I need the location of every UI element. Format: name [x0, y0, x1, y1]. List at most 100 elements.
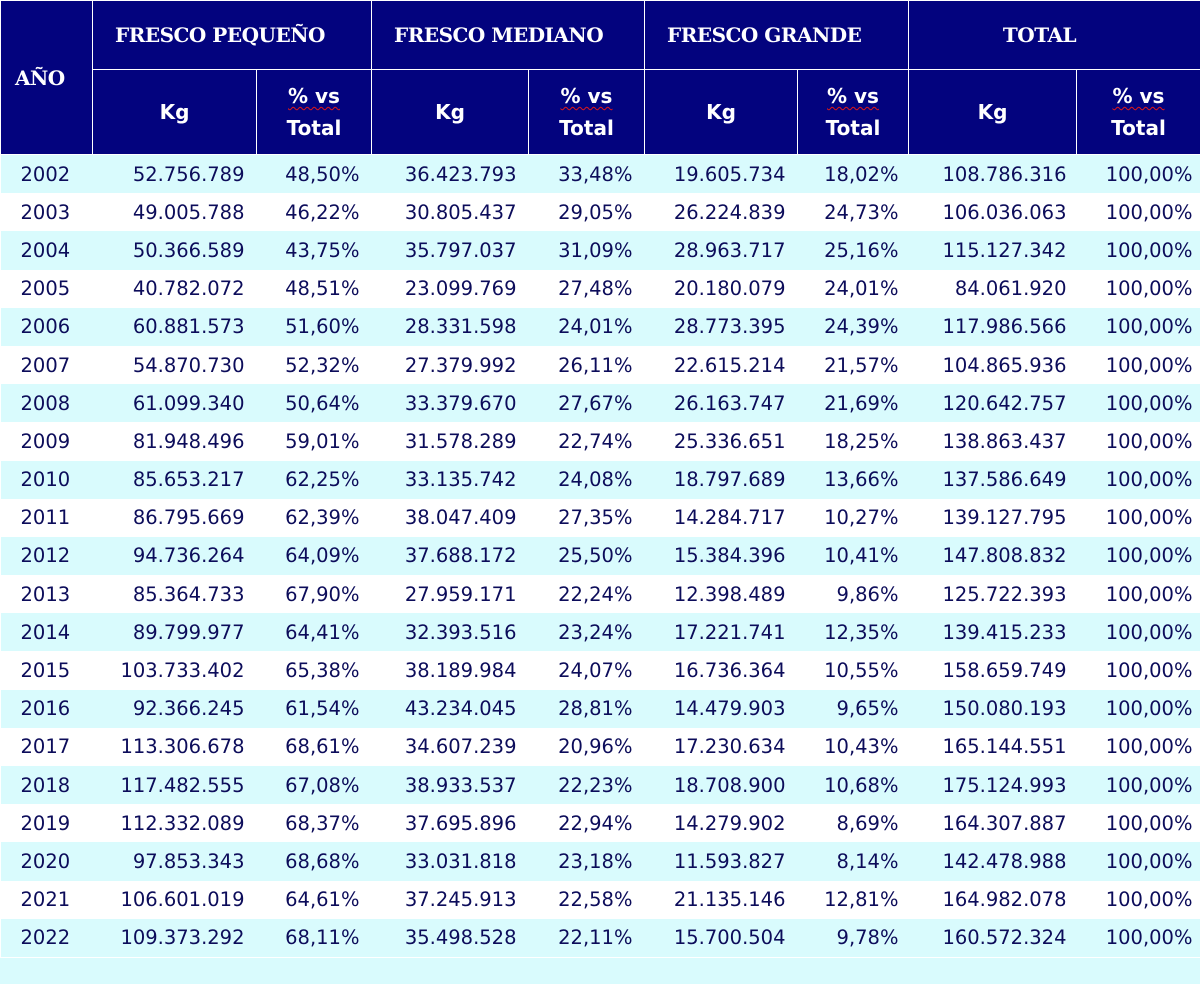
kg-cell-medium: 33.031.818 [371, 842, 529, 881]
table-row: 2012 94.736.264 64,09% 37.688.172 25,50% 15.3… [0, 536, 1200, 576]
kg-cell-small: 54.870.730 [92, 345, 257, 385]
kg-cell-large: 21.135.146 [644, 880, 798, 919]
kg-cell-total: 142.478.988 [908, 842, 1077, 881]
table-row: 2008 61.099.340 50,64% 33.379.670 27,67% 26.1… [0, 384, 1200, 423]
pct-cell-total: 100,00% [1076, 422, 1200, 461]
kg-cell-medium: 36.423.793 [371, 154, 529, 194]
year-cell: 2003 [0, 193, 93, 232]
pct-cell-medium: 33,48% [528, 154, 645, 194]
kg-header-medium: Kg [371, 69, 529, 155]
table-row: 2005 40.782.072 48,51% 23.099.769 27,48% 20.1… [0, 269, 1200, 308]
pct-cell-total: 100,00% [1076, 154, 1200, 194]
header-sub-row: Kg % vs Total Kg % vs Total Kg % vs Total K… [1, 69, 1200, 155]
year-cell: 2011 [0, 498, 93, 537]
kg-cell-large: 18.708.900 [644, 766, 798, 805]
pct-cell-medium: 26,11% [528, 345, 645, 385]
pct-cell-small: 46,22% [256, 193, 372, 232]
table-header: AÑO FRESCO PEQUEÑO FRESCO MEDIANO FRESCO… [0, 0, 1200, 155]
kg-cell-medium: 30.805.437 [371, 193, 529, 232]
kg-cell-large: 28.963.717 [644, 231, 798, 270]
pct-cell-small: 68,37% [256, 804, 372, 843]
kg-cell-small: 85.364.733 [92, 575, 257, 614]
pct-cell-large: 8,69% [797, 804, 909, 843]
pct-cell-total: 100,00% [1076, 727, 1200, 766]
table-row: 2016 92.366.245 61,54% 43.234.045 28,81% 14.4… [0, 689, 1200, 728]
kg-cell-total: 139.415.233 [908, 613, 1077, 652]
table-body: 2002 52.756.789 48,50% 36.423.793 33,48% 19.6… [0, 154, 1200, 957]
pct-cell-large: 24,01% [797, 269, 909, 308]
kg-cell-small: 109.373.292 [92, 918, 257, 957]
kg-cell-total: 160.572.324 [908, 918, 1077, 957]
pct-cell-total: 100,00% [1076, 498, 1200, 537]
table-bottom-band [0, 958, 1200, 984]
kg-cell-total: 165.144.551 [908, 727, 1077, 766]
pct-cell-large: 24,39% [797, 307, 909, 346]
kg-header-small: Kg [92, 69, 257, 155]
table-row: 2004 50.366.589 43,75% 35.797.037 31,09% 28.9… [0, 231, 1200, 270]
kg-cell-total: 84.061.920 [908, 269, 1077, 308]
kg-cell-total: 115.127.342 [908, 231, 1077, 270]
pct-cell-small: 67,90% [256, 575, 372, 614]
kg-cell-total: 117.986.566 [908, 307, 1077, 346]
pct-cell-total: 100,00% [1076, 460, 1200, 499]
pct-cell-large: 9,65% [797, 689, 909, 728]
kg-cell-small: 86.795.669 [92, 498, 257, 537]
group-header-small: FRESCO PEQUEÑO [92, 0, 372, 70]
pct-cell-large: 25,16% [797, 231, 909, 270]
year-cell: 2006 [0, 307, 93, 346]
year-column-header: AÑO [0, 0, 93, 155]
table-row: 2014 89.799.977 64,41% 32.393.516 23,24% 17.2… [0, 613, 1200, 652]
pct-cell-large: 8,14% [797, 842, 909, 881]
pct-cell-small: 68,68% [256, 842, 372, 881]
pct-header-small: % vs Total [256, 69, 372, 155]
year-cell: 2010 [0, 460, 93, 499]
year-cell: 2016 [0, 689, 93, 728]
pct-cell-total: 100,00% [1076, 689, 1200, 728]
kg-cell-medium: 23.099.769 [371, 269, 529, 308]
pct-cell-large: 24,73% [797, 193, 909, 232]
kg-cell-large: 26.224.839 [644, 193, 798, 232]
kg-cell-total: 108.786.316 [908, 154, 1077, 194]
kg-cell-large: 17.230.634 [644, 727, 798, 766]
kg-cell-medium: 38.047.409 [371, 498, 529, 537]
kg-cell-small: 60.881.573 [92, 307, 257, 346]
group-header-medium: FRESCO MEDIANO [371, 0, 645, 70]
pct-cell-large: 10,55% [797, 651, 909, 690]
kg-cell-medium: 43.234.045 [371, 689, 529, 728]
kg-cell-large: 17.221.741 [644, 613, 798, 652]
kg-cell-total: 137.586.649 [908, 460, 1077, 499]
pct-cell-total: 100,00% [1076, 345, 1200, 385]
kg-cell-large: 22.615.214 [644, 345, 798, 385]
pct-cell-large: 12,35% [797, 613, 909, 652]
kg-cell-large: 20.180.079 [644, 269, 798, 308]
pct-cell-total: 100,00% [1076, 651, 1200, 690]
pct-cell-small: 51,60% [256, 307, 372, 346]
pct-cell-large: 18,25% [797, 422, 909, 461]
kg-cell-large: 25.336.651 [644, 422, 798, 461]
pct-cell-medium: 25,50% [528, 536, 645, 576]
pct-cell-small: 61,54% [256, 689, 372, 728]
pct-header-label-bottom: Total [1111, 116, 1166, 140]
pct-header-large: % vs Total [797, 69, 909, 155]
kg-cell-medium: 34.607.239 [371, 727, 529, 766]
kg-cell-total: 164.982.078 [908, 880, 1077, 919]
pct-cell-large: 9,86% [797, 575, 909, 614]
kg-cell-large: 12.398.489 [644, 575, 798, 614]
pct-header-label-top: % vs [288, 84, 340, 108]
kg-cell-small: 97.853.343 [92, 842, 257, 881]
table-row: 2007 54.870.730 52,32% 27.379.992 26,11% 22.6… [0, 345, 1200, 385]
pct-cell-total: 100,00% [1076, 766, 1200, 805]
year-cell: 2008 [0, 384, 93, 423]
year-cell: 2021 [0, 880, 93, 919]
kg-cell-small: 50.366.589 [92, 231, 257, 270]
pct-cell-large: 12,81% [797, 880, 909, 919]
pct-cell-total: 100,00% [1076, 231, 1200, 270]
kg-cell-total: 139.127.795 [908, 498, 1077, 537]
kg-header-total: Kg [908, 69, 1077, 155]
kg-cell-medium: 33.379.670 [371, 384, 529, 423]
kg-cell-total: 120.642.757 [908, 384, 1077, 423]
pct-cell-total: 100,00% [1076, 575, 1200, 614]
pct-cell-medium: 23,24% [528, 613, 645, 652]
pct-cell-small: 64,09% [256, 536, 372, 576]
